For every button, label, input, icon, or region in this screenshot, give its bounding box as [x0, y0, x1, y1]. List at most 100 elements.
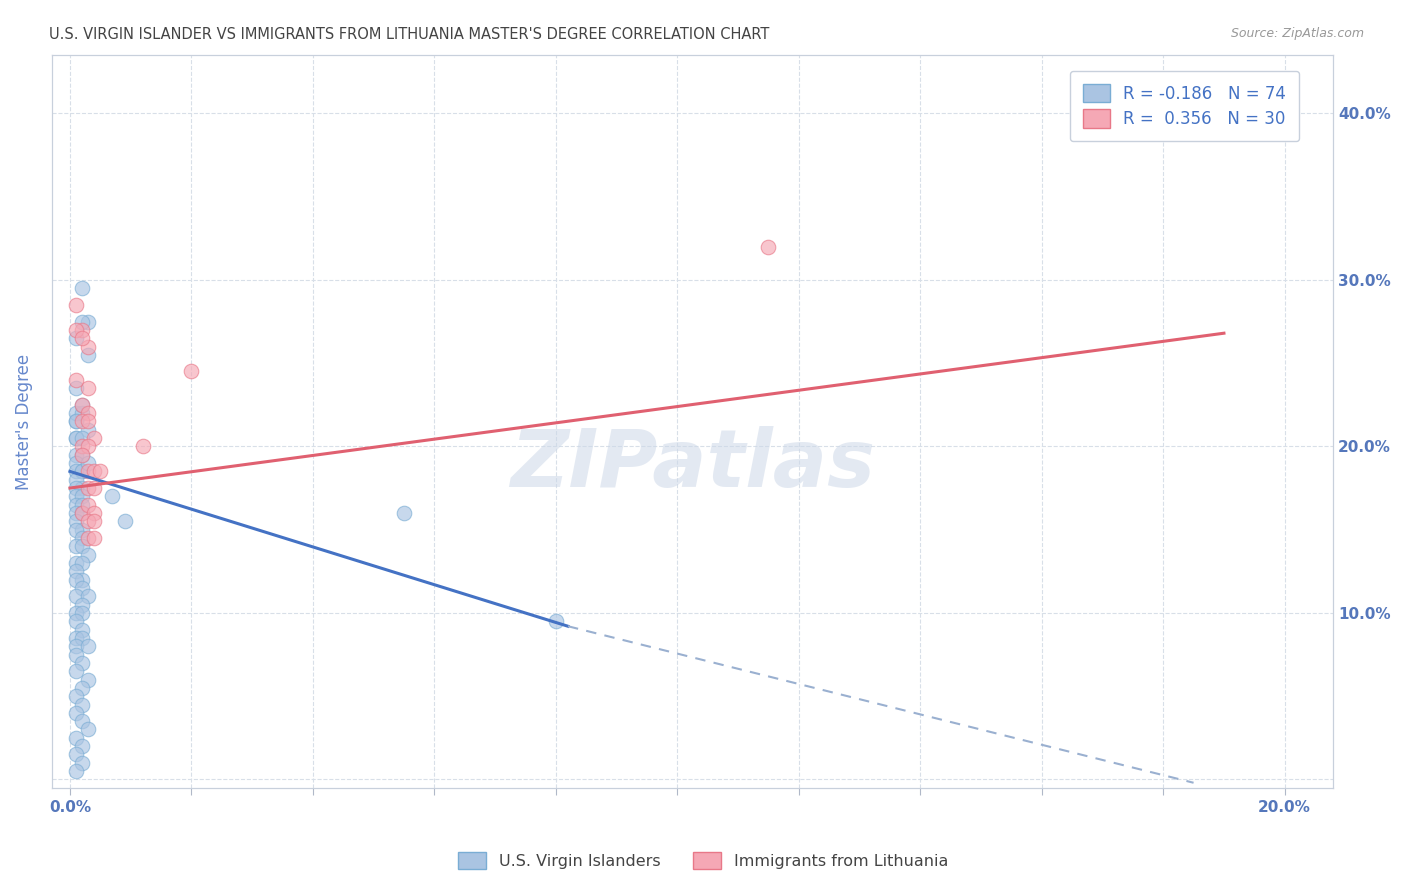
Point [77, 464, 100, 478]
Point [70, 623, 93, 637]
Point [77, 456, 100, 470]
Point [77, 548, 100, 562]
Point [65, 406, 87, 420]
Point [77, 589, 100, 603]
Point [70, 581, 93, 595]
Point [65, 639, 87, 653]
Point [65, 481, 87, 495]
Point [83, 506, 105, 520]
Point [77, 423, 100, 437]
Point [77, 339, 100, 353]
Point [544, 614, 567, 628]
Point [70, 498, 93, 512]
Point [70, 656, 93, 670]
Point [77, 406, 100, 420]
Point [65, 373, 87, 387]
Point [70, 406, 93, 420]
Point [70, 631, 93, 645]
Point [70, 398, 93, 412]
Point [65, 473, 87, 487]
Point [114, 514, 136, 528]
Point [77, 481, 100, 495]
Point [132, 439, 155, 453]
Point [83, 464, 105, 478]
Text: Source: ZipAtlas.com: Source: ZipAtlas.com [1230, 27, 1364, 40]
Point [65, 706, 87, 720]
Point [83, 481, 105, 495]
Point [70, 464, 93, 478]
Point [83, 431, 105, 445]
Point [65, 556, 87, 570]
Point [70, 523, 93, 537]
Point [65, 731, 87, 745]
Point [83, 514, 105, 528]
Point [65, 539, 87, 553]
Point [70, 464, 93, 478]
Point [70, 281, 93, 295]
Point [65, 664, 87, 678]
Point [70, 448, 93, 462]
Point [758, 239, 780, 253]
Point [83, 531, 105, 545]
Point [65, 589, 87, 603]
Point [77, 414, 100, 428]
Point [65, 414, 87, 428]
Point [65, 464, 87, 478]
Legend: R = -0.186   N = 74, R =  0.356   N = 30: R = -0.186 N = 74, R = 0.356 N = 30 [1070, 70, 1299, 142]
Point [77, 531, 100, 545]
Point [70, 398, 93, 412]
Text: ZIPatlas: ZIPatlas [510, 426, 875, 504]
Point [65, 381, 87, 395]
Point [65, 323, 87, 337]
Legend: U.S. Virgin Islanders, Immigrants from Lithuania: U.S. Virgin Islanders, Immigrants from L… [451, 846, 955, 875]
Point [70, 598, 93, 612]
Point [65, 564, 87, 578]
Point [65, 514, 87, 528]
Point [392, 506, 415, 520]
Point [70, 489, 93, 503]
Point [77, 723, 100, 737]
Point [70, 431, 93, 445]
Point [70, 331, 93, 345]
Point [70, 448, 93, 462]
Point [65, 606, 87, 620]
Point [65, 747, 87, 762]
Point [65, 523, 87, 537]
Point [65, 614, 87, 628]
Point [65, 648, 87, 662]
Point [65, 431, 87, 445]
Text: U.S. VIRGIN ISLANDER VS IMMIGRANTS FROM LITHUANIA MASTER'S DEGREE CORRELATION CH: U.S. VIRGIN ISLANDER VS IMMIGRANTS FROM … [49, 27, 769, 42]
Point [65, 456, 87, 470]
Point [65, 489, 87, 503]
Point [70, 556, 93, 570]
Point [70, 439, 93, 453]
Point [65, 414, 87, 428]
Y-axis label: Master's Degree: Master's Degree [15, 353, 32, 490]
Point [77, 673, 100, 687]
Point [65, 431, 87, 445]
Point [70, 323, 93, 337]
Point [77, 381, 100, 395]
Point [65, 689, 87, 703]
Point [70, 481, 93, 495]
Point [77, 639, 100, 653]
Point [77, 314, 100, 328]
Point [70, 756, 93, 770]
Point [70, 681, 93, 695]
Point [65, 498, 87, 512]
Point [77, 498, 100, 512]
Point [65, 764, 87, 778]
Point [65, 506, 87, 520]
Point [101, 489, 124, 503]
Point [70, 506, 93, 520]
Point [77, 514, 100, 528]
Point [70, 573, 93, 587]
Point [70, 739, 93, 753]
Point [70, 414, 93, 428]
Point [70, 714, 93, 728]
Point [65, 331, 87, 345]
Point [65, 298, 87, 312]
Point [77, 348, 100, 362]
Point [70, 698, 93, 712]
Point [70, 539, 93, 553]
